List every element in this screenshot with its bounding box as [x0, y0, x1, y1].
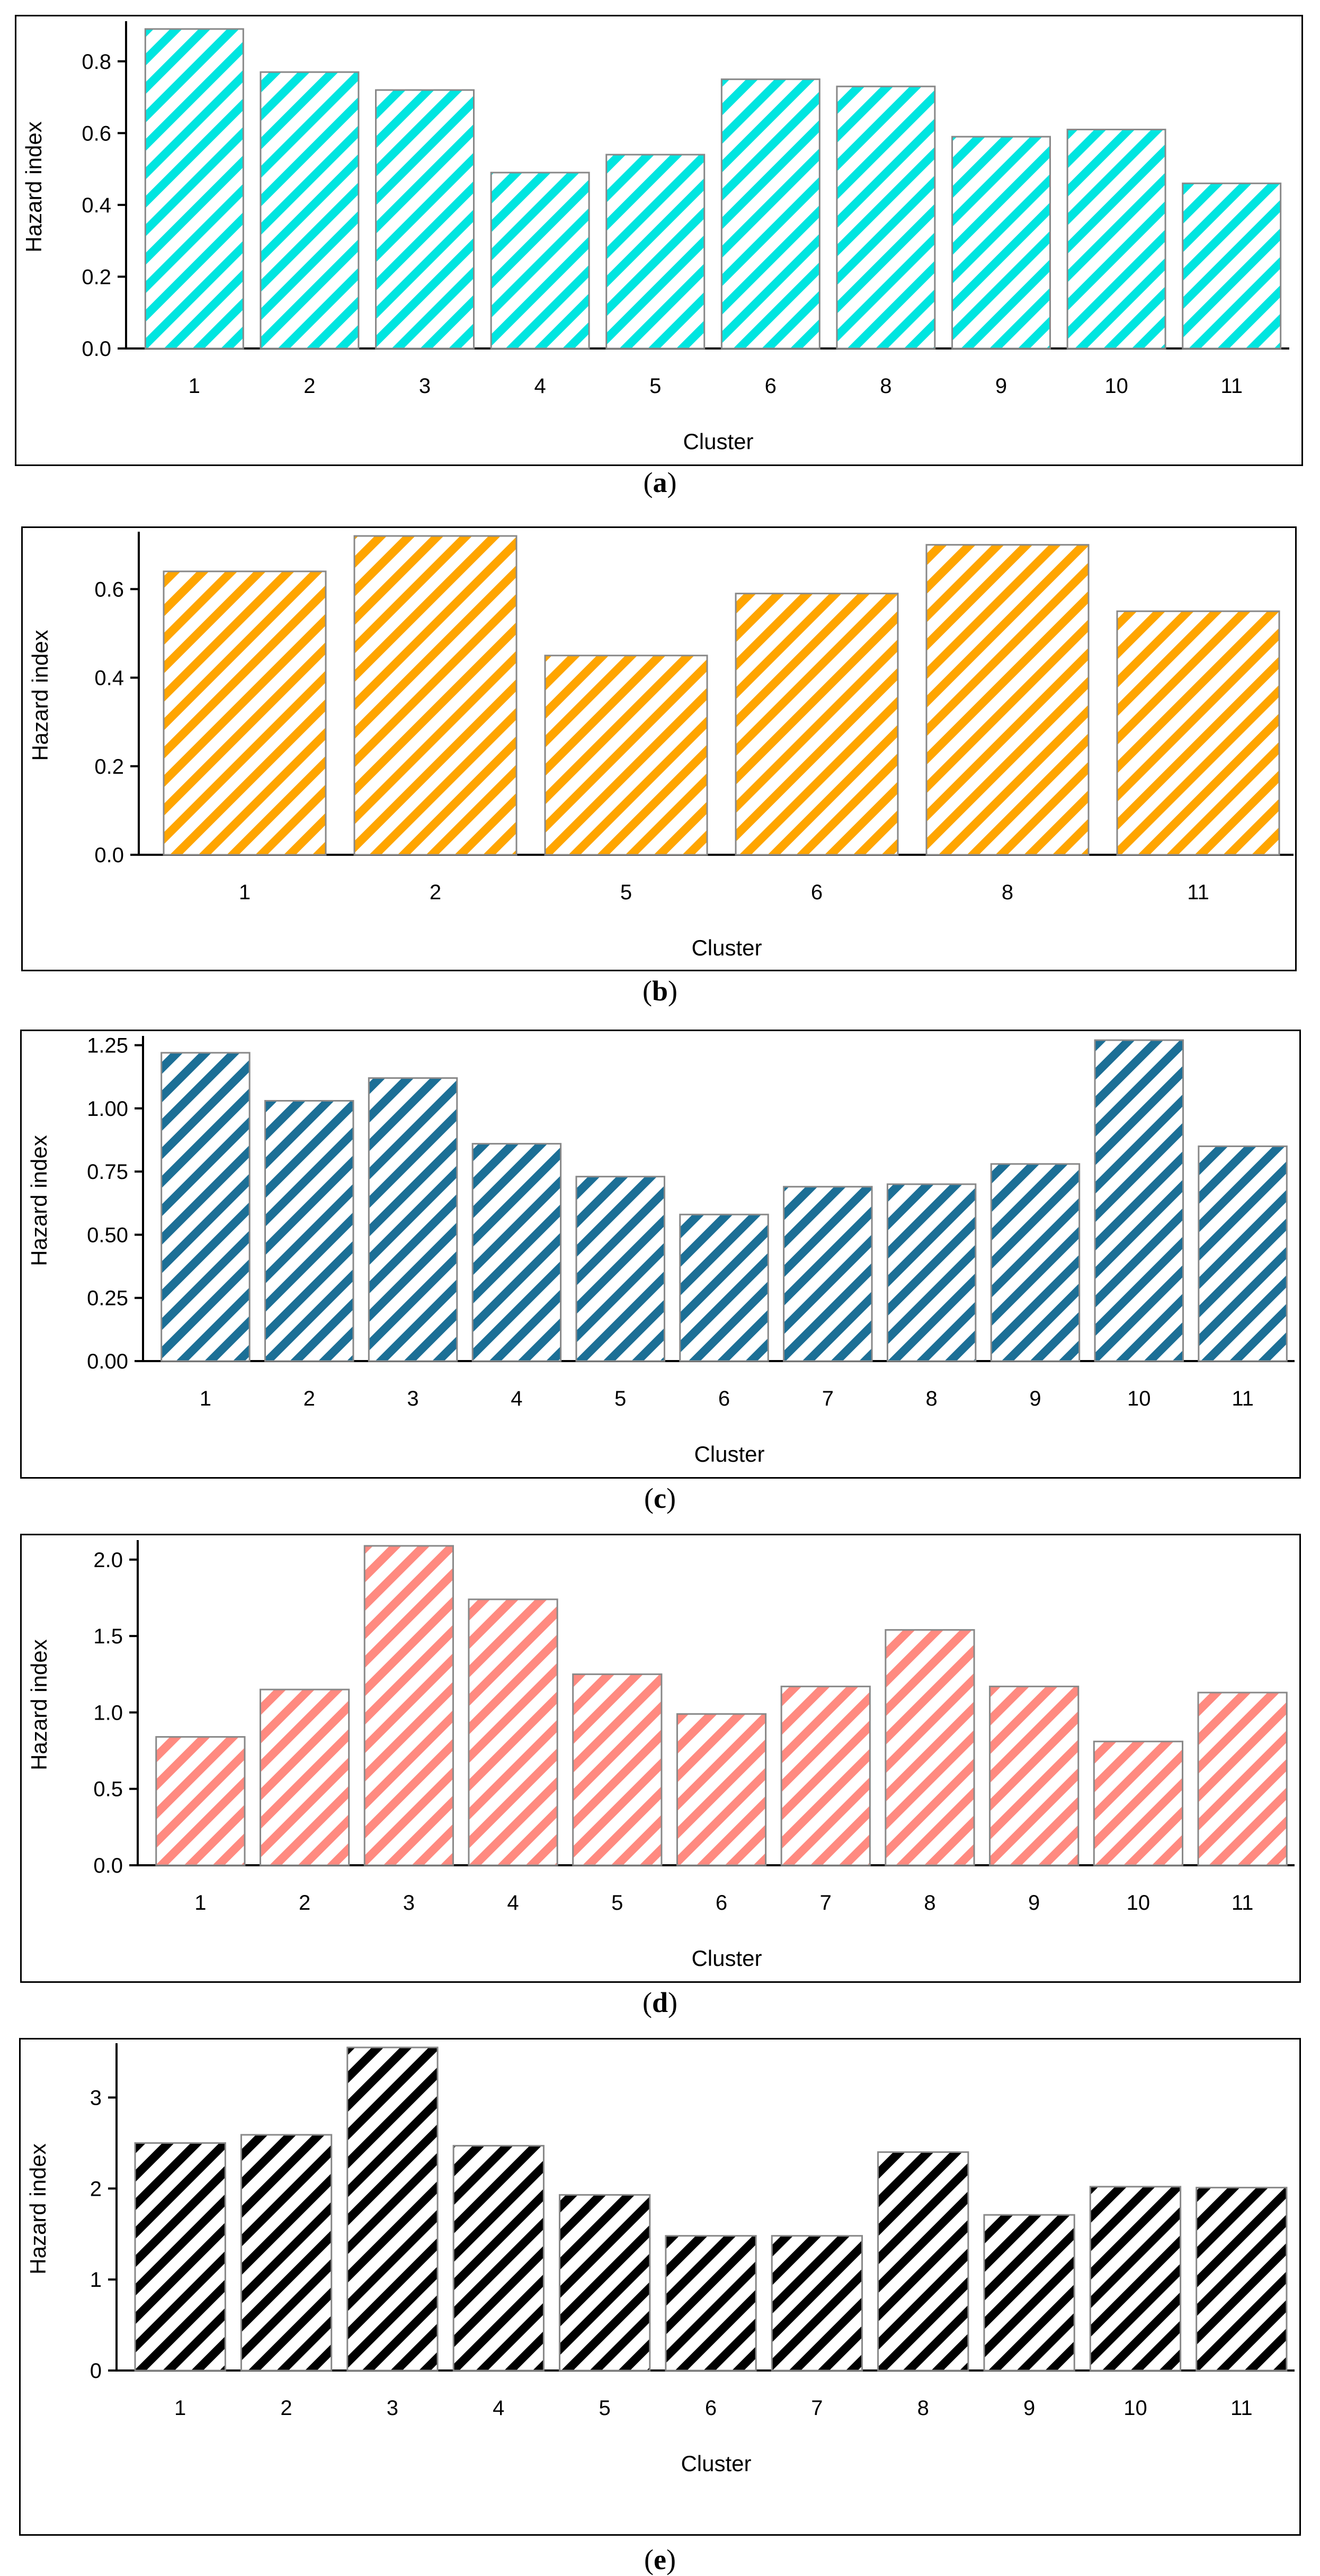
panel-e-frame: [19, 2038, 1301, 2536]
panel-b-caption: (b): [642, 975, 677, 1007]
panel-c-caption: (c): [644, 1482, 676, 1514]
panel-a-caption: (a): [643, 467, 677, 498]
panel-e-caption: (e): [644, 2544, 676, 2575]
panel-d-frame: [20, 1534, 1301, 1983]
panel-d-caption: (d): [642, 1987, 677, 2018]
panel-d-caption-letter: d: [652, 1987, 668, 2018]
panel-a-caption-letter: a: [653, 467, 667, 498]
panel-e-caption-letter: e: [654, 2544, 666, 2575]
panel-c-caption-letter: c: [654, 1482, 666, 1514]
panel-b-frame: [21, 526, 1297, 971]
panel-c-frame: [20, 1030, 1301, 1479]
panel-a-frame: [15, 15, 1303, 466]
panel-b-caption-letter: b: [652, 975, 668, 1007]
